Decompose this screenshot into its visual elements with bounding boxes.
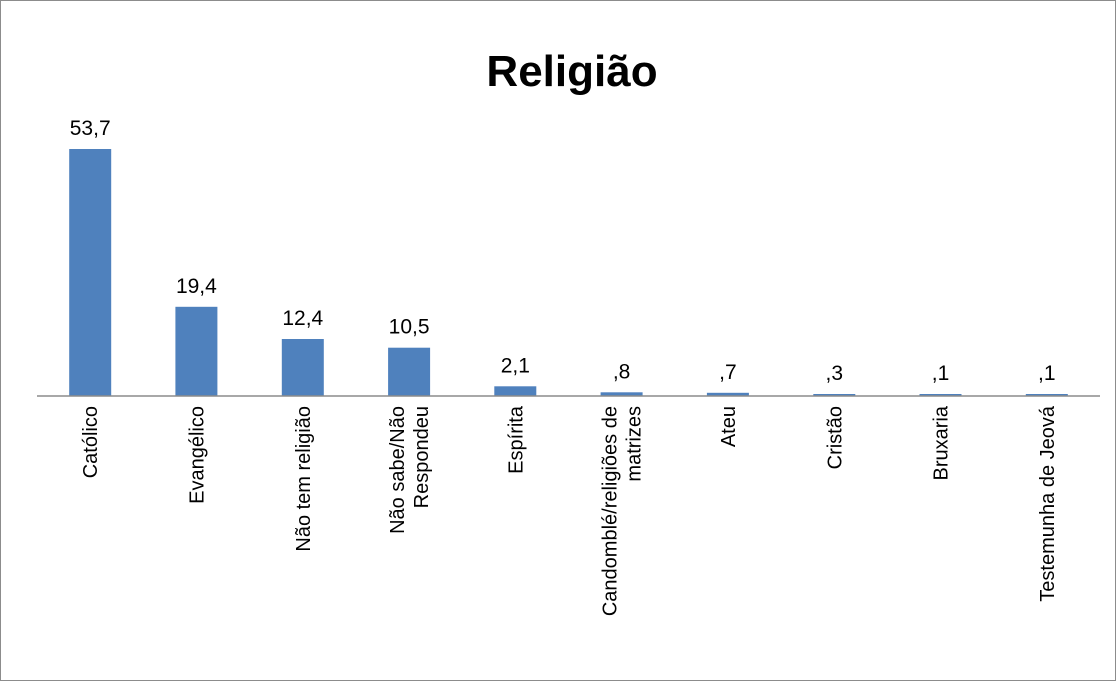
category-label-line: Católico bbox=[80, 406, 102, 478]
data-label: ,3 bbox=[826, 362, 844, 385]
data-label: ,8 bbox=[613, 360, 631, 383]
bar bbox=[388, 347, 431, 396]
category-label-line: Evangélico bbox=[186, 406, 208, 504]
bar bbox=[494, 386, 537, 396]
category-labels-group: Católico Evangélico Não tem religião Não sa… bbox=[80, 405, 1059, 616]
data-label: 12,4 bbox=[282, 307, 323, 330]
bar bbox=[919, 394, 962, 396]
category-label-line: Não sabe/Não bbox=[387, 406, 409, 534]
bar bbox=[175, 306, 218, 396]
category-label: Candomblé/religiões de matrizes bbox=[600, 406, 646, 616]
data-labels-group: 53,7 19,4 12,4 10,5 2,1 ,8 ,7 ,3 ,1 ,1 bbox=[70, 117, 1056, 385]
data-label: 53,7 bbox=[70, 117, 111, 140]
data-label: ,7 bbox=[719, 361, 737, 384]
category-label-line: Candomblé/religiões de bbox=[600, 406, 622, 616]
data-label: 2,1 bbox=[501, 354, 530, 377]
category-label-line: Ateu bbox=[718, 406, 740, 447]
category-label: Não tem religião bbox=[293, 406, 315, 552]
category-label-line: Não tem religião bbox=[293, 406, 315, 552]
data-label: ,1 bbox=[932, 362, 950, 385]
data-label: 10,5 bbox=[389, 316, 430, 339]
category-label: Não sabe/Não Respondeu bbox=[387, 406, 433, 534]
bar bbox=[600, 392, 643, 396]
category-label: Bruxaria bbox=[931, 405, 953, 480]
category-label: Espírita bbox=[505, 405, 527, 474]
category-label-line: Respondeu bbox=[411, 406, 433, 508]
bar bbox=[69, 149, 112, 396]
category-label: Católico bbox=[80, 406, 102, 478]
category-label-line: Bruxaria bbox=[931, 405, 953, 480]
category-label: Evangélico bbox=[186, 406, 208, 504]
bar bbox=[813, 394, 856, 396]
chart-title: Religião bbox=[486, 47, 657, 96]
data-label: ,1 bbox=[1038, 362, 1056, 385]
data-label: 19,4 bbox=[176, 275, 217, 298]
bars-group bbox=[69, 149, 1068, 396]
category-label-line: Cristão bbox=[824, 406, 846, 469]
category-label-line: Espírita bbox=[505, 405, 527, 474]
bar bbox=[281, 339, 324, 396]
category-label-line: Testemunha de Jeová bbox=[1037, 405, 1059, 602]
bar bbox=[1025, 394, 1068, 396]
category-label: Testemunha de Jeová bbox=[1037, 405, 1059, 602]
bar bbox=[706, 392, 749, 396]
category-label: Ateu bbox=[718, 406, 740, 447]
category-label: Cristão bbox=[824, 406, 846, 469]
category-label-line: matrizes bbox=[624, 406, 646, 482]
